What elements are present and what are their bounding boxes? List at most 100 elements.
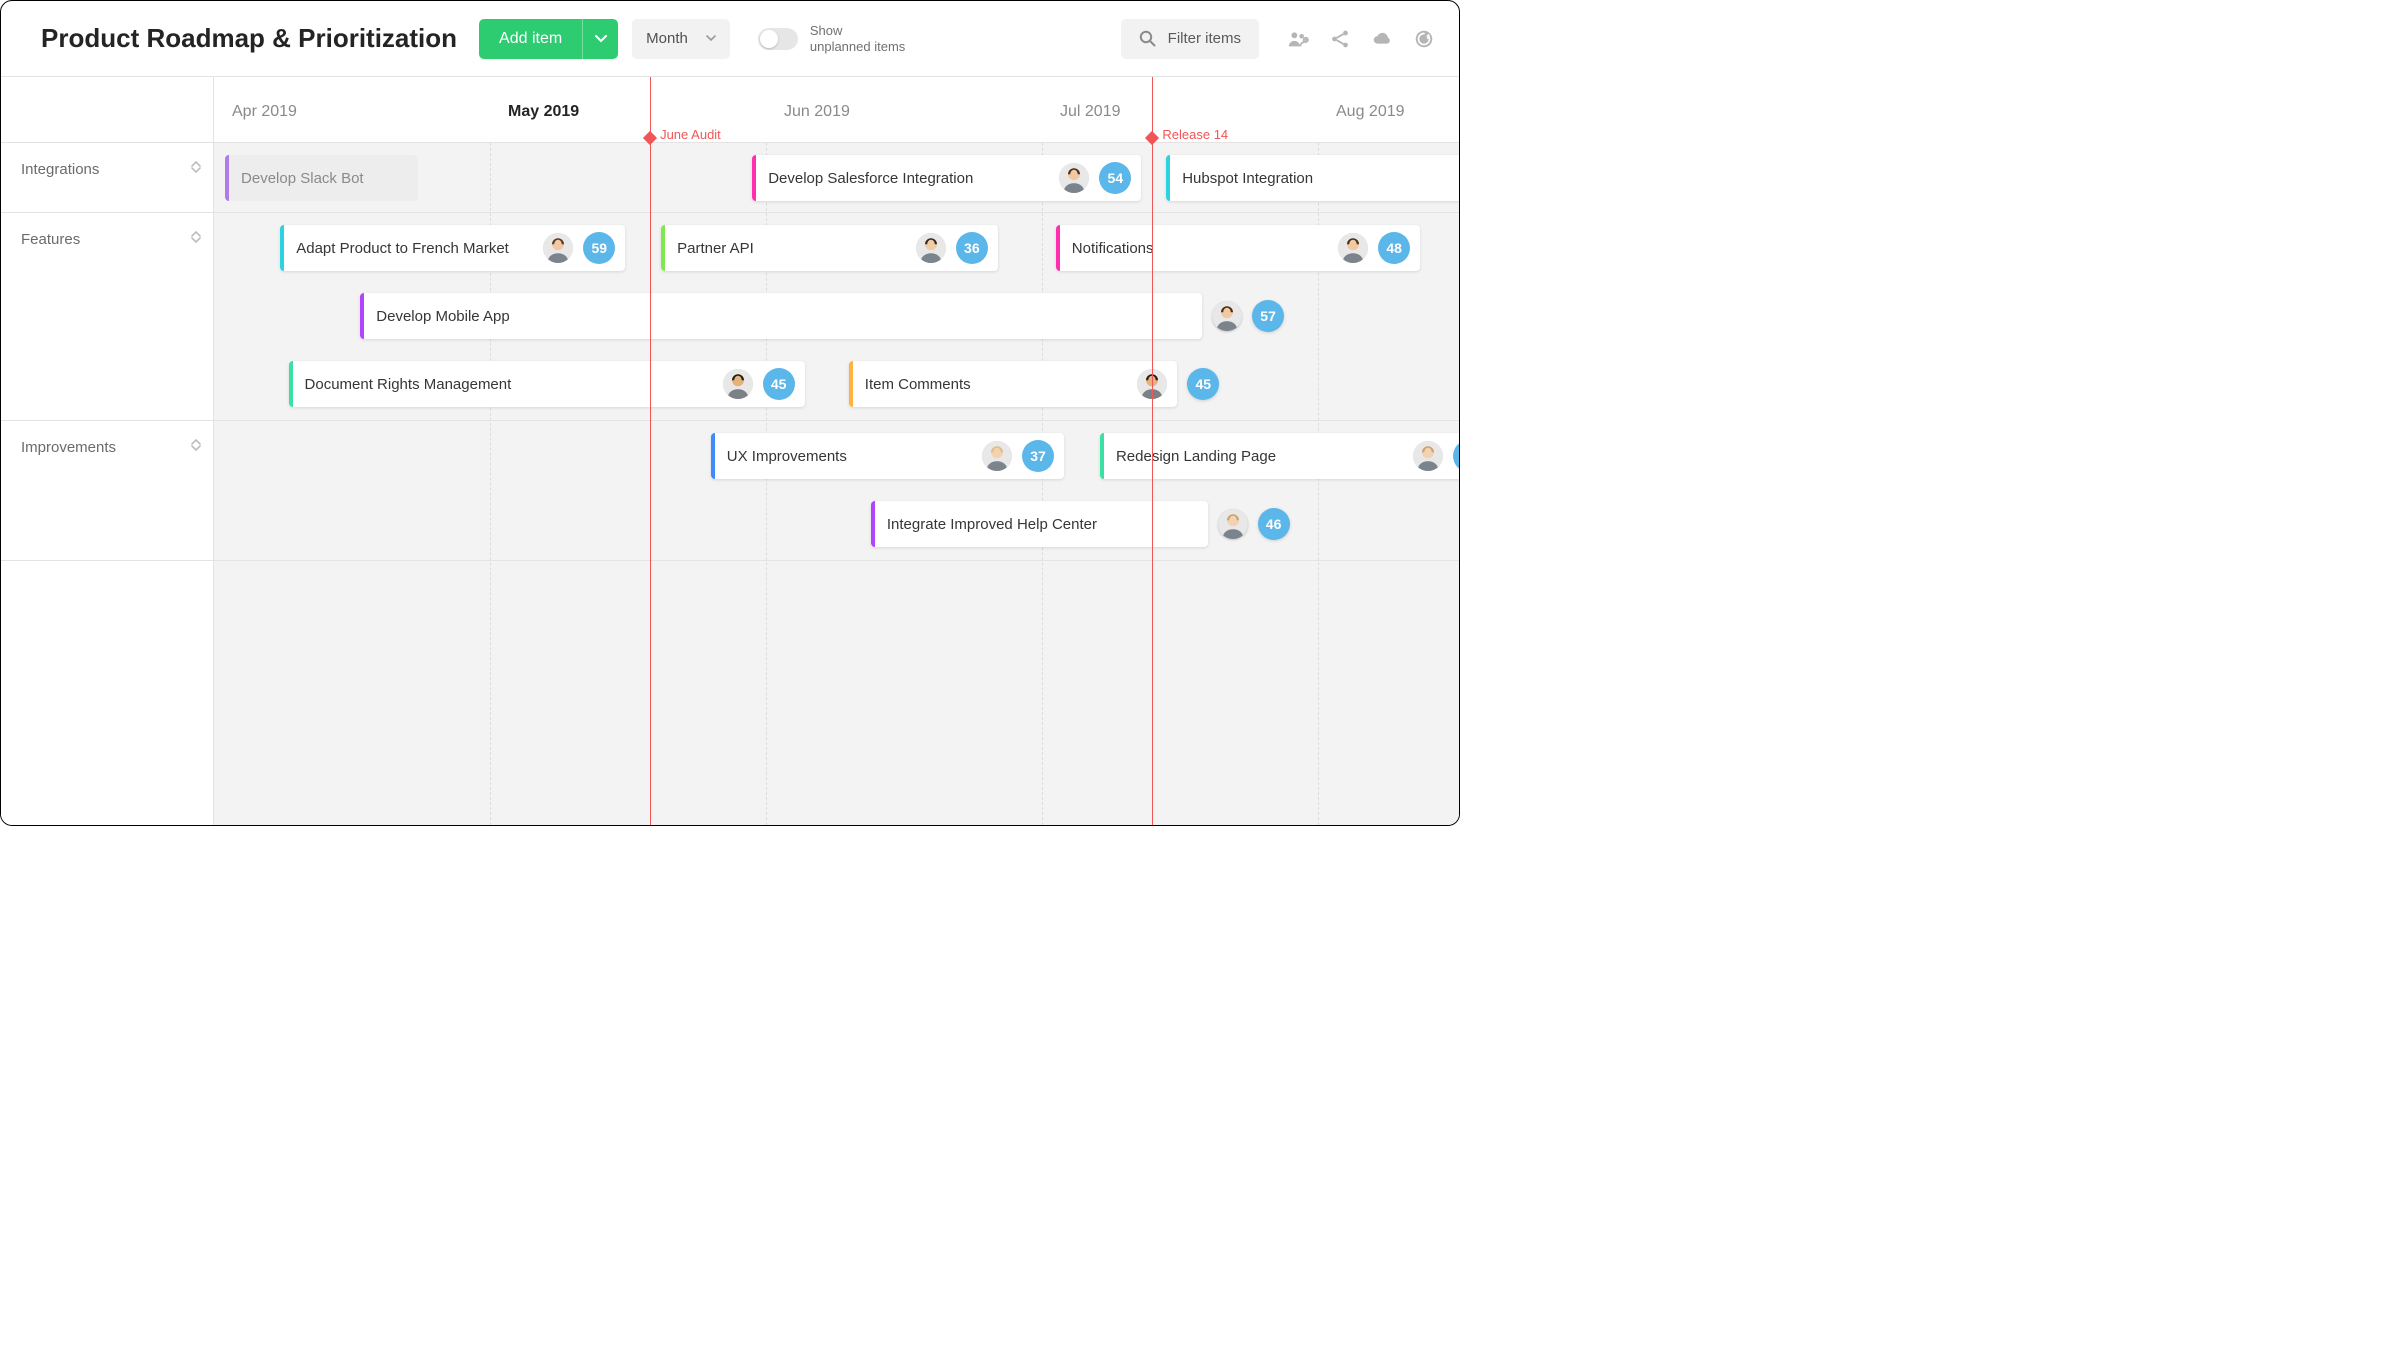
assignee-avatar[interactable] bbox=[1059, 163, 1089, 193]
chevron-down-icon bbox=[191, 167, 201, 173]
task-title: Develop Mobile App bbox=[376, 308, 1192, 325]
toolbar-action-icons bbox=[1287, 28, 1435, 50]
task-color-bar bbox=[871, 501, 875, 547]
task-card[interactable]: Item Comments bbox=[849, 361, 1177, 407]
roadmap-canvas[interactable]: Apr 2019 May 2019 Jun 2019 Jul 2019 Aug 2019… bbox=[214, 77, 1459, 825]
toggle-label-line2: unplanned items bbox=[810, 39, 905, 55]
task-color-bar bbox=[1056, 225, 1060, 271]
task-title: Redesign Landing Page bbox=[1116, 448, 1403, 465]
chevron-down-icon bbox=[191, 237, 201, 243]
people-icon[interactable] bbox=[1287, 28, 1309, 50]
task-card[interactable]: Develop Slack Bot bbox=[225, 155, 418, 201]
assignee-avatar[interactable] bbox=[916, 233, 946, 263]
lane-label[interactable]: Improvements bbox=[1, 421, 213, 561]
share-icon[interactable] bbox=[1329, 28, 1351, 50]
task-color-bar bbox=[1166, 155, 1170, 201]
task-title: UX Improvements bbox=[727, 448, 972, 465]
assignee-avatar[interactable] bbox=[723, 369, 753, 399]
assignee-avatar[interactable] bbox=[543, 233, 573, 263]
priority-badge: 36 bbox=[956, 232, 988, 264]
refresh-icon[interactable] bbox=[1413, 28, 1435, 50]
assignee-avatar[interactable] bbox=[1413, 441, 1443, 471]
lane-label[interactable]: Features bbox=[1, 213, 213, 421]
task-card[interactable]: UX Improvements 37 bbox=[711, 433, 1064, 479]
priority-badge: 37 bbox=[1022, 440, 1054, 472]
priority-badge: 57 bbox=[1252, 300, 1284, 332]
assignee-avatar[interactable] bbox=[1137, 369, 1167, 399]
task-card[interactable]: Hubspot Integration bbox=[1166, 155, 1459, 201]
month-label: Aug 2019 bbox=[1336, 103, 1405, 121]
task-color-bar bbox=[849, 361, 853, 407]
priority-badge: 54 bbox=[1099, 162, 1131, 194]
task-color-bar bbox=[280, 225, 284, 271]
priority-badge: 45 bbox=[1187, 368, 1219, 400]
timeline-month: Jun 2019 bbox=[766, 77, 1042, 142]
lane-label[interactable]: Integrations bbox=[1, 143, 213, 213]
filter-items-button[interactable]: Filter items bbox=[1121, 19, 1259, 59]
month-label: Apr 2019 bbox=[232, 103, 297, 121]
show-unplanned-toggle-wrap: Show unplanned items bbox=[758, 23, 905, 54]
chevron-down-icon bbox=[595, 35, 607, 43]
task-color-bar bbox=[661, 225, 665, 271]
add-item-button[interactable]: Add item bbox=[479, 19, 582, 59]
assignee-avatar[interactable] bbox=[1212, 301, 1242, 331]
month-label: May 2019 bbox=[508, 103, 579, 121]
sidebar-timeline-spacer bbox=[1, 77, 213, 143]
assignee-avatar[interactable] bbox=[1218, 509, 1248, 539]
task-title: Partner API bbox=[677, 240, 906, 257]
task-card[interactable]: Adapt Product to French Market59 bbox=[280, 225, 625, 271]
app-frame: Product Roadmap & Prioritization Add ite… bbox=[0, 0, 1460, 826]
task-title: Document Rights Management bbox=[305, 376, 713, 393]
task-title: Develop Salesforce Integration bbox=[768, 170, 1049, 187]
assignee-avatar[interactable] bbox=[982, 441, 1012, 471]
toggle-label-line1: Show bbox=[810, 23, 905, 39]
task-title: Hubspot Integration bbox=[1182, 170, 1459, 187]
task-color-bar bbox=[360, 293, 364, 339]
priority-badge: 45 bbox=[763, 368, 795, 400]
toggle-knob bbox=[760, 30, 778, 48]
task-card[interactable]: Redesign Landing Page 57 bbox=[1100, 433, 1459, 479]
task-card[interactable]: Develop Mobile App bbox=[360, 293, 1202, 339]
timeline-month: Aug 2019 bbox=[1318, 77, 1459, 142]
priority-badge: 48 bbox=[1378, 232, 1410, 264]
month-label: Jul 2019 bbox=[1060, 103, 1121, 121]
lane: Develop Slack Bot Develop Salesforce Int… bbox=[214, 143, 1459, 213]
show-unplanned-toggle[interactable] bbox=[758, 28, 798, 50]
priority-badge: 46 bbox=[1258, 508, 1290, 540]
lanes-area: Develop Slack Bot Develop Salesforce Int… bbox=[214, 143, 1459, 825]
lane-sort-toggle[interactable] bbox=[191, 161, 201, 173]
priority-badge: 57 bbox=[1453, 440, 1459, 472]
month-label: Jun 2019 bbox=[784, 103, 850, 121]
lane-name: Improvements bbox=[21, 439, 116, 456]
task-card[interactable]: Notifications48 bbox=[1056, 225, 1420, 271]
task-card[interactable]: Integrate Improved Help Center bbox=[871, 501, 1208, 547]
lane-sort-toggle[interactable] bbox=[191, 231, 201, 243]
timescale-select[interactable]: Month bbox=[632, 19, 730, 59]
assignee-avatar[interactable] bbox=[1338, 233, 1368, 263]
cloud-download-icon[interactable] bbox=[1371, 28, 1393, 50]
lane-sort-toggle[interactable] bbox=[191, 439, 201, 451]
task-color-bar bbox=[752, 155, 756, 201]
timeline-month: May 2019 bbox=[490, 77, 766, 142]
toggle-label: Show unplanned items bbox=[810, 23, 905, 54]
task-color-bar bbox=[289, 361, 293, 407]
chevron-down-icon bbox=[706, 35, 716, 42]
task-card[interactable]: Partner API 36 bbox=[661, 225, 998, 271]
priority-badge: 59 bbox=[583, 232, 615, 264]
lane-name: Integrations bbox=[21, 161, 99, 178]
task-title: Develop Slack Bot bbox=[241, 170, 408, 187]
task-card[interactable]: Document Rights Management 45 bbox=[289, 361, 805, 407]
task-color-bar bbox=[225, 155, 229, 201]
add-item-dropdown[interactable] bbox=[582, 19, 618, 59]
timeline-month: Jul 2019 bbox=[1042, 77, 1318, 142]
filter-label: Filter items bbox=[1168, 30, 1241, 47]
timeline-month: Apr 2019 bbox=[214, 77, 490, 142]
timeline-header: Apr 2019 May 2019 Jun 2019 Jul 2019 Aug 2019… bbox=[214, 77, 1459, 143]
task-title: Integrate Improved Help Center bbox=[887, 516, 1198, 533]
task-card[interactable]: Develop Salesforce Integration 54 bbox=[752, 155, 1141, 201]
task-color-bar bbox=[711, 433, 715, 479]
lane: UX Improvements 37 Redesign Landing Page 5… bbox=[214, 421, 1459, 561]
add-item-button-group: Add item bbox=[479, 19, 618, 59]
task-title: Item Comments bbox=[865, 376, 1127, 393]
timescale-label: Month bbox=[646, 30, 688, 47]
